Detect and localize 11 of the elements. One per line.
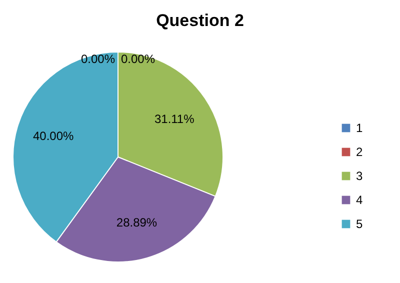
text: 0.00% <box>80 52 116 66</box>
legend-label: 1 <box>356 121 363 135</box>
legend-label: 5 <box>356 217 363 231</box>
chart-title: Question 2 <box>156 11 244 30</box>
data-label: 40.00% <box>32 128 74 143</box>
text: 0.00% <box>120 52 156 66</box>
data-label: 31.11% <box>154 112 195 126</box>
legend-label: 4 <box>356 193 363 207</box>
legend-label: 2 <box>356 145 363 159</box>
legend-label: 3 <box>356 169 363 183</box>
data-label: 28.89% <box>116 215 158 230</box>
